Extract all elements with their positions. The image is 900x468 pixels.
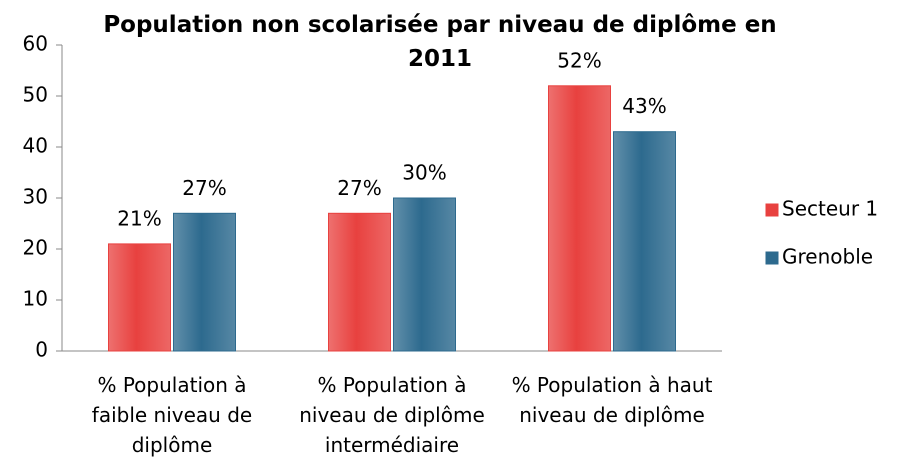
y-tick-label: 30 [23, 185, 48, 209]
data-label: 52% [557, 48, 601, 72]
bar [613, 131, 676, 352]
y-tick-label: 50 [23, 83, 48, 107]
bar [108, 243, 171, 352]
y-tick-label: 40 [23, 134, 48, 158]
data-label: 27% [337, 176, 381, 200]
data-label: 43% [622, 94, 666, 118]
bar [328, 212, 391, 352]
x-tick-label: % Population à faible niveau de diplôme [91, 373, 253, 457]
bar [173, 212, 236, 352]
y-tick-label: 10 [23, 287, 48, 311]
legend-swatch [765, 203, 779, 217]
y-tick-label: 20 [23, 236, 48, 260]
x-tick-label: % Population à haut niveau de diplôme [511, 373, 713, 427]
data-label: 21% [117, 206, 161, 230]
legend-label: Secteur 1 [782, 197, 878, 221]
legend-swatch [765, 251, 779, 265]
x-tick-label: % Population à niveau de diplôme intermé… [299, 373, 485, 457]
data-label: 27% [182, 176, 226, 200]
chart-title: Population non scolarisée par niveau de … [103, 12, 777, 72]
bar [548, 85, 611, 352]
data-label: 30% [402, 161, 446, 185]
legend-label: Grenoble [782, 245, 873, 269]
y-tick-label: 60 [23, 32, 48, 56]
bar [393, 197, 456, 352]
y-tick-label: 0 [35, 338, 48, 362]
